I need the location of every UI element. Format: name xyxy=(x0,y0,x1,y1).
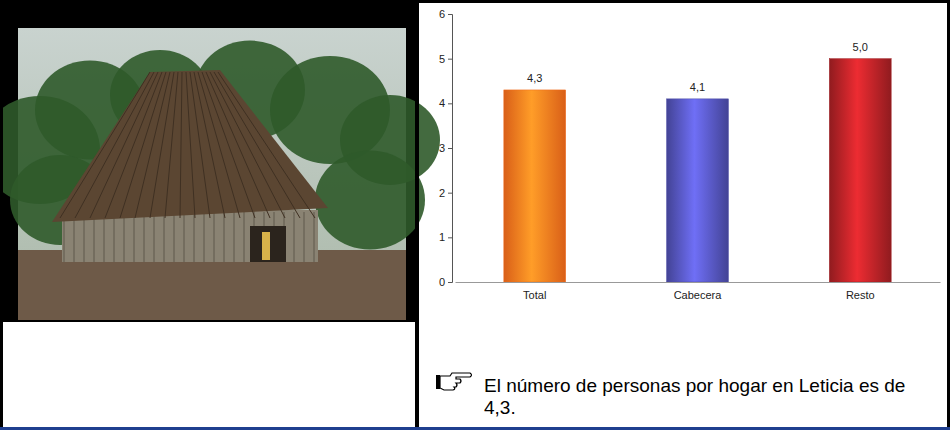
photo-hut-plank xyxy=(234,212,235,262)
photo-hut-thatch xyxy=(135,72,170,218)
photo-hut-plank xyxy=(304,212,305,262)
photo-hut-thatch xyxy=(180,72,182,218)
photo-door xyxy=(250,226,286,262)
photo-hut-thatch xyxy=(60,72,150,218)
y-axis-line xyxy=(448,15,453,283)
photo-hut-plank xyxy=(104,212,105,262)
photo-hut-plank xyxy=(174,212,175,262)
photo-hut-plank xyxy=(124,212,125,262)
photo-hut-plank xyxy=(154,212,155,262)
data-label: 5,0 xyxy=(853,41,868,53)
photo-hut-thatch xyxy=(120,72,166,218)
hand-icon-shape xyxy=(440,373,472,390)
y-tick-mark xyxy=(448,59,452,60)
y-tick-label: 0 xyxy=(439,276,445,288)
photo-hut-plank xyxy=(144,212,145,262)
top-border xyxy=(0,0,950,3)
photo-hut-thatch xyxy=(198,72,240,218)
y-tick: 5 xyxy=(439,53,452,65)
x-tick: Total xyxy=(523,289,546,301)
data-label: 4,3 xyxy=(527,72,542,84)
photo-hut-plank xyxy=(194,212,195,262)
y-tick: 0 xyxy=(439,276,452,288)
photo-hut-plank xyxy=(214,212,215,262)
y-tick-label: 1 xyxy=(439,231,445,243)
photo-hut-thatch xyxy=(210,72,285,218)
bottom-border xyxy=(0,427,950,430)
page: 0 1 2 3 4 5 6 Total Cabecera Resto 4,3 4,1 5,0 El núm… xyxy=(0,0,950,430)
y-tick-mark xyxy=(448,282,452,283)
bars xyxy=(504,59,891,282)
photo-hut-plank xyxy=(244,212,245,262)
photo-hut-thatch xyxy=(165,72,178,218)
y-tick: 3 xyxy=(439,142,452,154)
bar xyxy=(504,90,566,282)
photo-hut-plank xyxy=(134,212,135,262)
x-axis: Total Cabecera Resto xyxy=(456,283,941,301)
photo-hut-thatch xyxy=(218,72,315,218)
y-tick-label: 4 xyxy=(439,97,445,109)
y-tick: 4 xyxy=(439,97,452,109)
bar xyxy=(829,59,891,282)
y-tick-mark xyxy=(448,103,452,104)
photo-hut-thatch xyxy=(190,72,210,218)
divider xyxy=(415,0,419,430)
photo-tree xyxy=(315,151,425,250)
photo-hut-thatch xyxy=(214,72,300,218)
bar xyxy=(667,99,729,282)
photo-hut-plank xyxy=(204,212,205,262)
y-tick: 6 xyxy=(439,8,452,20)
x-tick: Resto xyxy=(846,289,875,301)
photo-hut-thatch xyxy=(90,72,158,218)
photo-hut-plank xyxy=(164,212,165,262)
y-tick-mark xyxy=(448,237,452,238)
x-tick: Cabecera xyxy=(674,289,723,301)
annotation-line: 4,3. xyxy=(484,397,516,418)
photo-hut-thatch xyxy=(186,72,195,218)
x-tick-label: Total xyxy=(523,289,546,301)
y-tick-label: 3 xyxy=(439,142,445,154)
y-tick-mark xyxy=(448,14,452,15)
photo-person xyxy=(262,232,270,260)
photo xyxy=(0,28,440,320)
photo-hut-thatch xyxy=(75,72,154,218)
photo-hut-plank xyxy=(224,212,225,262)
y-tick-mark xyxy=(448,148,452,149)
y-tick: 2 xyxy=(439,187,452,199)
hand-icon xyxy=(436,373,472,390)
photo-hut-roof xyxy=(52,70,328,222)
photo-hut-plank xyxy=(314,212,315,262)
photo-hut-thatch xyxy=(150,72,174,218)
data-label: 4,1 xyxy=(690,81,705,93)
photo-hut-plank xyxy=(184,212,185,262)
y-tick-mark xyxy=(448,193,452,194)
annotation: El número de personas por hogar en Letic… xyxy=(484,375,905,418)
y-tick: 1 xyxy=(439,231,452,243)
x-tick-label: Resto xyxy=(846,289,875,301)
left-border xyxy=(0,0,3,430)
right-border xyxy=(947,0,950,430)
y-tick-label: 2 xyxy=(439,187,445,199)
photo-hut-plank xyxy=(114,212,115,262)
hand-icon-cuff xyxy=(436,375,440,389)
data-labels: 4,3 4,1 5,0 xyxy=(527,41,868,93)
y-tick-label: 5 xyxy=(439,53,445,65)
y-tick-label: 6 xyxy=(439,8,445,20)
y-axis: 0 1 2 3 4 5 6 xyxy=(439,8,453,288)
photo-hut-plank xyxy=(294,212,295,262)
x-tick-label: Cabecera xyxy=(674,289,723,301)
photo-hut-thatch xyxy=(206,72,270,218)
annotation-line: El número de personas por hogar en Letic… xyxy=(484,375,905,396)
x-axis-line xyxy=(456,282,941,283)
